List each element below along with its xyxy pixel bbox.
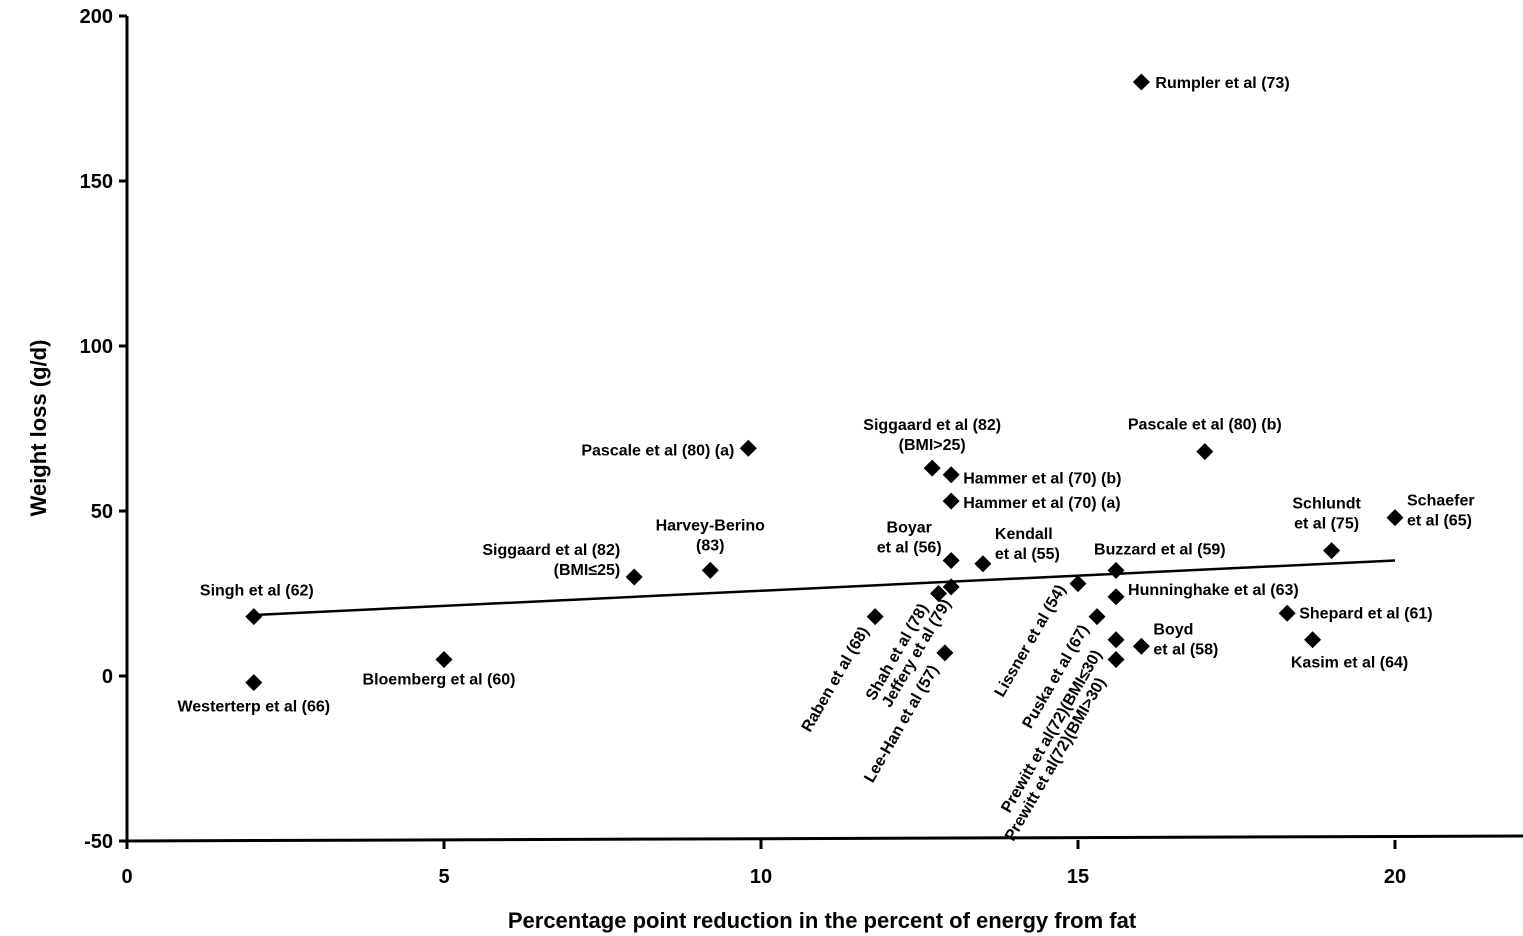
point-label: Hunninghake et al (63) — [1128, 582, 1299, 599]
data-point-marker — [923, 459, 941, 477]
data-point-marker — [1088, 608, 1106, 626]
point-label: Raben et al (68) — [799, 624, 873, 735]
y-tick-label: 100 — [80, 336, 113, 358]
data-point-marker — [1132, 73, 1150, 91]
point-label: Boyar et al (56) — [877, 520, 942, 557]
point-label: Singh et al (62) — [200, 583, 314, 600]
data-point-marker — [1386, 509, 1404, 527]
trendline-layer — [253, 559, 1396, 617]
point-label: Schlundt et al (75) — [1292, 496, 1361, 533]
data-point-marker — [435, 651, 453, 668]
data-point-marker — [1107, 651, 1125, 668]
data-point-marker — [245, 608, 263, 626]
data-point-marker — [1304, 631, 1322, 649]
point-label: Rumpler et al (73) — [1155, 75, 1289, 92]
point-label: Kendall et al (55) — [995, 526, 1060, 563]
data-point-marker — [936, 644, 954, 662]
point-label: Prewitt et al(72)(BMI>30) — [1002, 675, 1109, 844]
x-tick-label: 15 — [1067, 866, 1089, 888]
point-label: Harvey-Berino (83) — [656, 517, 766, 554]
point-labels-layer: Rumpler et al (73) Pascale et al (80) (a)… — [177, 75, 1474, 844]
data-point-marker — [866, 608, 884, 626]
regression-line — [253, 559, 1396, 617]
x-axis-line — [126, 834, 1523, 843]
point-label: Westerterp et al (66) — [177, 699, 330, 716]
data-point-marker — [1107, 588, 1125, 606]
data-point-marker — [1107, 561, 1125, 579]
point-label: Shepard et al (61) — [1299, 605, 1432, 622]
data-point-marker — [625, 568, 643, 586]
data-point-marker — [942, 552, 960, 569]
data-point-marker — [974, 555, 992, 573]
data-point-marker — [1132, 637, 1150, 655]
x-tick-label: 5 — [438, 866, 449, 888]
data-point-marker — [930, 585, 948, 602]
y-axis-title: Weight loss (g/d) — [26, 340, 51, 517]
y-tick-label: 200 — [80, 6, 113, 28]
y-tick-label: -50 — [84, 831, 113, 853]
data-point-marker — [1278, 604, 1296, 622]
data-point-marker — [942, 466, 960, 484]
x-axis-title: Percentage point reduction in the percen… — [508, 908, 1137, 933]
data-point-marker — [701, 561, 719, 579]
data-point-marker — [942, 578, 960, 596]
data-point-marker — [1323, 542, 1341, 560]
data-point-marker — [1107, 631, 1125, 649]
point-label: Pascale et al (80) (a) — [581, 442, 734, 459]
point-label: Pascale et al (80) (b) — [1128, 417, 1282, 434]
x-tick-label: 0 — [121, 866, 132, 888]
point-label: Hammer et al (70) (a) — [963, 495, 1120, 512]
point-label: Boyd et al (58) — [1153, 621, 1218, 658]
y-tick-label: 150 — [80, 171, 113, 193]
point-label: Siggaard et al (82) (BMI≤25) — [482, 542, 620, 579]
x-tick-label: 10 — [750, 866, 772, 888]
data-point-marker — [942, 492, 960, 510]
point-label: Hammer et al (70) (b) — [963, 471, 1121, 488]
y-tick-label: 50 — [91, 501, 113, 523]
x-tick-label: 20 — [1384, 866, 1406, 888]
point-label: Schaefer et al (65) — [1407, 493, 1475, 530]
data-point-marker — [739, 439, 757, 457]
axes-layer: -50 0 50 100 150 200 0 5 10 15 20 — [80, 6, 1523, 888]
data-point-marker — [245, 674, 263, 692]
point-label: Buzzard et al (59) — [1094, 541, 1226, 558]
point-label: Siggaard et al (82) (BMI>25) — [863, 417, 1001, 454]
point-label: Kasim et al (64) — [1291, 655, 1408, 672]
data-points-layer — [245, 73, 1404, 692]
point-label: Bloemberg et al (60) — [363, 672, 516, 689]
data-point-marker — [1196, 443, 1214, 461]
data-point-marker — [1069, 575, 1087, 593]
y-tick-label: 0 — [102, 666, 113, 688]
